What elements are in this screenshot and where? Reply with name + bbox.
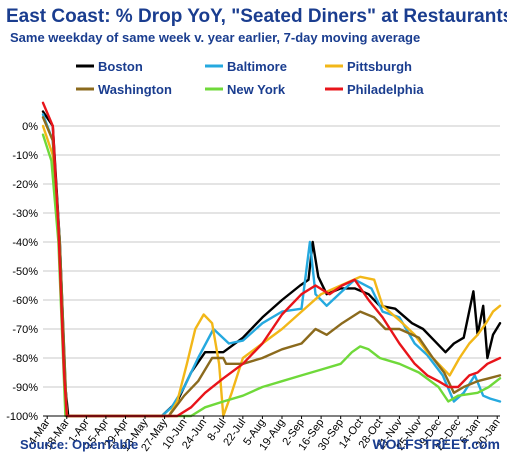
series-line-baltimore: [41, 113, 502, 418]
series-line-philadelphia: [41, 101, 502, 418]
series-line-pittsburgh: [41, 124, 502, 418]
series-line-boston: [41, 110, 502, 418]
y-tick-label: -40%: [12, 237, 38, 249]
source-label: Source: OpenTable: [20, 437, 138, 452]
y-axis-ticks: 0% -10% -20% -30% -40% -50% -60% -70% -80% -90% -1…: [6, 121, 38, 423]
y-tick-label: -100%: [6, 411, 38, 423]
legend: Boston Baltimore Pittsburgh Washington New Y…: [76, 59, 424, 97]
gridlines: [43, 125, 500, 417]
y-tick-label: -90%: [12, 382, 38, 394]
y-tick-label: 0%: [22, 121, 38, 133]
legend-label-new-york: New York: [227, 82, 286, 97]
brand-label: WOLFSTREET.com: [372, 436, 500, 452]
legend-label-washington: Washington: [98, 82, 172, 97]
y-tick-label: -80%: [12, 353, 38, 365]
series-line-washington: [41, 116, 502, 418]
y-tick-label: -50%: [12, 266, 38, 278]
legend-label-pittsburgh: Pittsburgh: [347, 59, 412, 74]
series-lines: [41, 101, 502, 418]
y-tick-label: -10%: [12, 150, 38, 162]
y-tick-label: -20%: [12, 179, 38, 191]
chart-title: East Coast: % Drop YoY, "Seated Diners" …: [6, 6, 507, 27]
legend-label-philadelphia: Philadelphia: [347, 82, 424, 97]
chart-subtitle: Same weekday of same week v. year earlie…: [10, 30, 420, 45]
legend-label-boston: Boston: [98, 59, 143, 74]
y-tick-label: -60%: [12, 295, 38, 307]
y-tick-label: -30%: [12, 208, 38, 220]
legend-label-baltimore: Baltimore: [227, 59, 287, 74]
y-tick-label: -70%: [12, 324, 38, 336]
series-line-new-york: [41, 133, 502, 418]
